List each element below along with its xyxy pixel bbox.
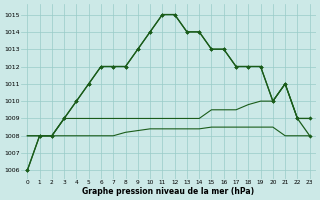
X-axis label: Graphe pression niveau de la mer (hPa): Graphe pression niveau de la mer (hPa): [83, 187, 255, 196]
